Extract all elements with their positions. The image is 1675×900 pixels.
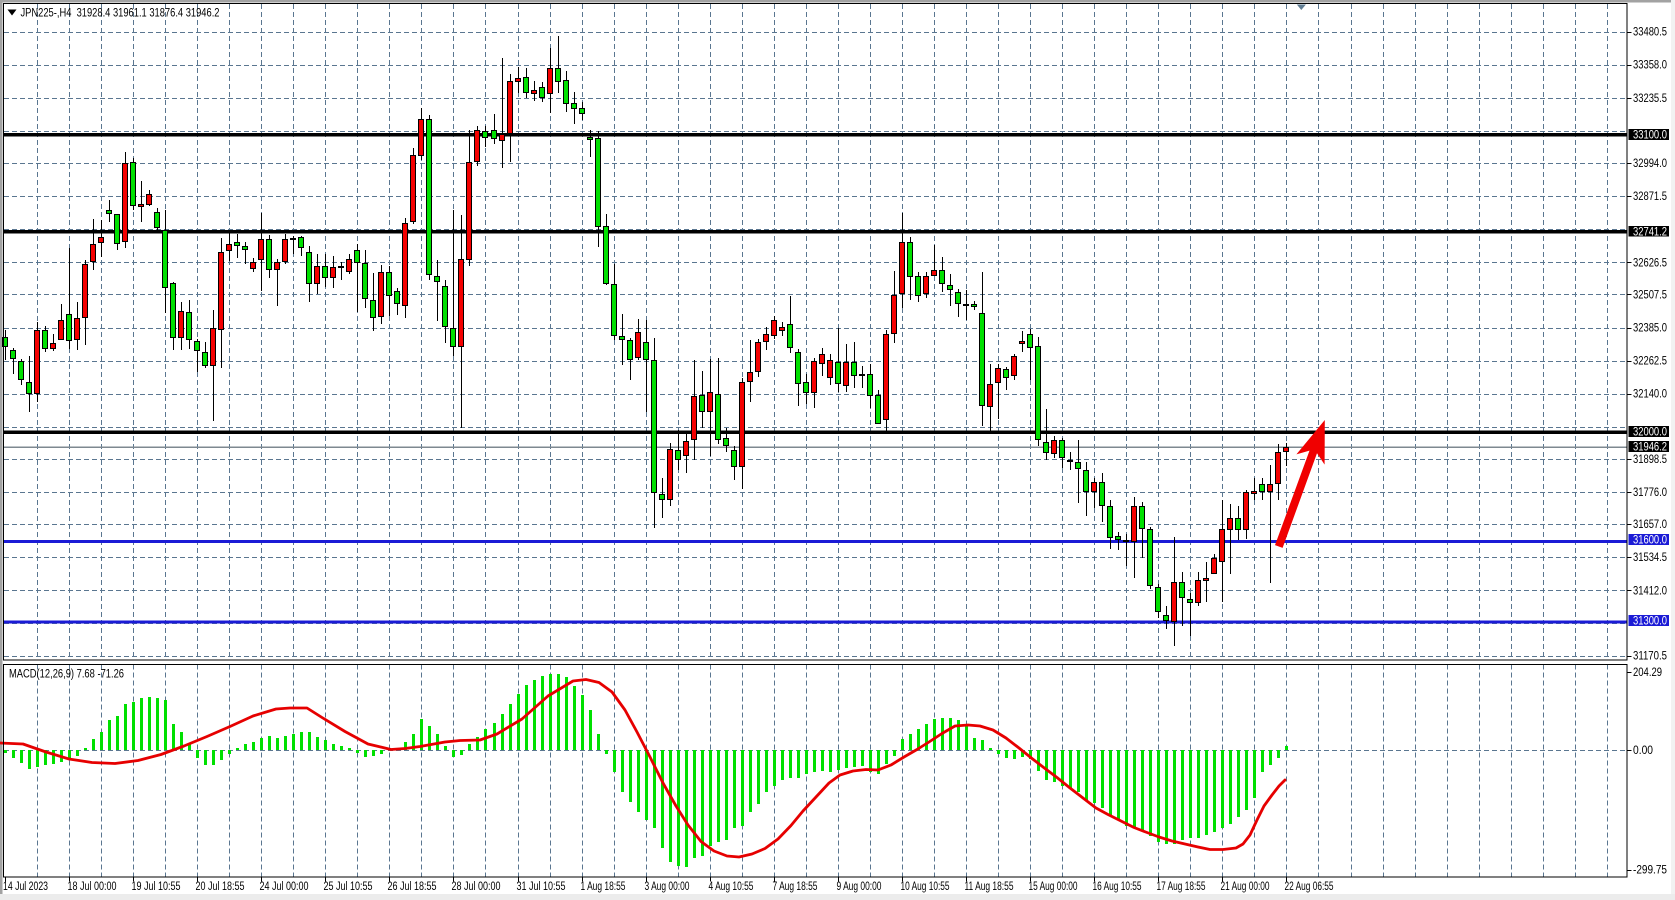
svg-text:31 Jul 10:55: 31 Jul 10:55 [517, 881, 566, 893]
svg-text:26 Jul 18:55: 26 Jul 18:55 [388, 881, 437, 893]
svg-text:4 Aug 10:55: 4 Aug 10:55 [709, 881, 754, 893]
svg-text:28 Jul 00:00: 28 Jul 00:00 [452, 881, 501, 893]
svg-text:32262.5: 32262.5 [1633, 356, 1667, 368]
svg-text:16 Aug 10:55: 16 Aug 10:55 [1093, 881, 1142, 893]
svg-text:25 Jul 10:55: 25 Jul 10:55 [324, 881, 373, 893]
svg-text:31898.5: 31898.5 [1633, 454, 1667, 466]
svg-text:0.00: 0.00 [1633, 745, 1653, 757]
svg-text:22 Aug 06:55: 22 Aug 06:55 [1285, 881, 1334, 893]
svg-text:31600.0: 31600.0 [1633, 535, 1667, 547]
svg-text:7 Aug 18:55: 7 Aug 18:55 [773, 881, 818, 893]
svg-text:19 Jul 10:55: 19 Jul 10:55 [132, 881, 181, 893]
svg-text:11 Aug 18:55: 11 Aug 18:55 [965, 881, 1014, 893]
svg-text:31170.5: 31170.5 [1633, 651, 1667, 663]
svg-text:31776.0: 31776.0 [1633, 487, 1667, 499]
svg-text:33480.5: 33480.5 [1633, 27, 1667, 39]
svg-text:JPN225-,H4 31928.4 31961.1 31: JPN225-,H4 31928.4 31961.1 31876.4 31946… [21, 6, 220, 20]
svg-text:31657.0: 31657.0 [1633, 519, 1667, 531]
svg-text:21 Aug 00:00: 21 Aug 00:00 [1221, 881, 1270, 893]
svg-text:15 Aug 00:00: 15 Aug 00:00 [1029, 881, 1078, 893]
svg-text:33358.0: 33358.0 [1633, 60, 1667, 72]
svg-text:32000.0: 32000.0 [1633, 427, 1667, 439]
svg-text:32871.5: 32871.5 [1633, 191, 1667, 203]
svg-text:24 Jul 00:00: 24 Jul 00:00 [260, 881, 309, 893]
svg-text:1 Aug 18:55: 1 Aug 18:55 [581, 881, 626, 893]
svg-text:32741.2: 32741.2 [1633, 226, 1667, 238]
svg-text:33100.0: 33100.0 [1633, 129, 1667, 141]
svg-text:18 Jul 00:00: 18 Jul 00:00 [68, 881, 117, 893]
svg-text:9 Aug 00:00: 9 Aug 00:00 [837, 881, 882, 893]
svg-text:31300.0: 31300.0 [1633, 616, 1667, 628]
svg-text:31412.0: 31412.0 [1633, 585, 1667, 597]
svg-text:32507.5: 32507.5 [1633, 289, 1667, 301]
svg-text:31534.5: 31534.5 [1633, 552, 1667, 564]
svg-text:33235.5: 33235.5 [1633, 93, 1667, 105]
svg-text:10 Aug 10:55: 10 Aug 10:55 [901, 881, 950, 893]
svg-text:32385.0: 32385.0 [1633, 323, 1667, 335]
svg-text:14 Jul 2023: 14 Jul 2023 [3, 881, 48, 893]
svg-text:3 Aug 00:00: 3 Aug 00:00 [645, 881, 690, 893]
svg-text:32994.0: 32994.0 [1633, 158, 1667, 170]
svg-text:17 Aug 18:55: 17 Aug 18:55 [1157, 881, 1206, 893]
svg-text:204.29: 204.29 [1633, 667, 1662, 679]
svg-text:MACD(12,26,9) 7.68 -71.26: MACD(12,26,9) 7.68 -71.26 [9, 669, 124, 681]
svg-text:32140.0: 32140.0 [1633, 389, 1667, 401]
svg-text:-299.75: -299.75 [1633, 865, 1667, 877]
svg-text:20 Jul 18:55: 20 Jul 18:55 [196, 881, 245, 893]
svg-text:32626.5: 32626.5 [1633, 257, 1667, 269]
svg-text:31946.2: 31946.2 [1633, 441, 1667, 453]
